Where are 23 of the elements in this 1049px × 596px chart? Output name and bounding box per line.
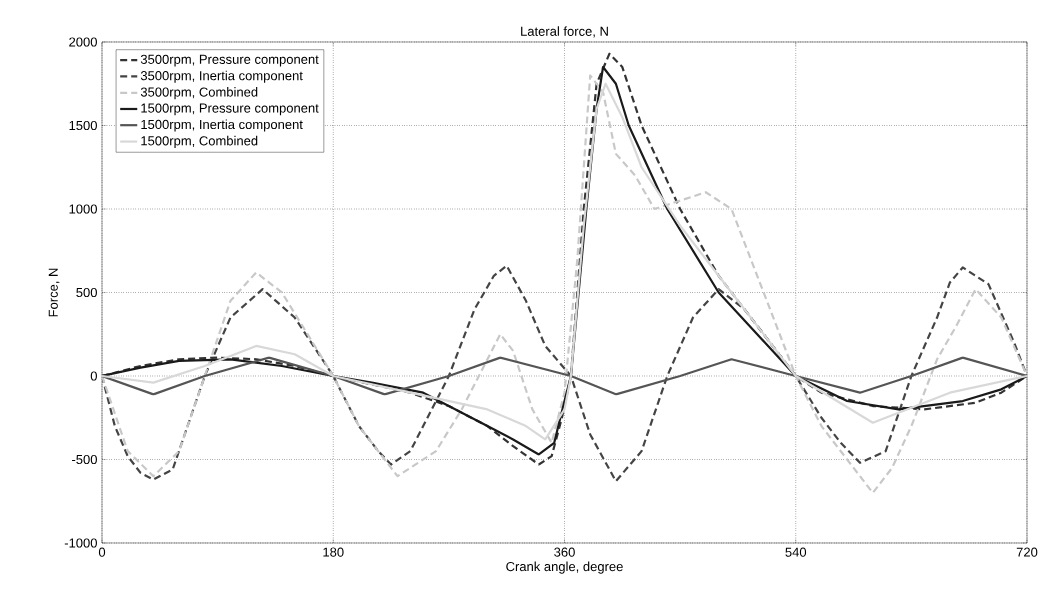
x-tick-label: 360 [554, 547, 575, 557]
line-series [102, 264, 1027, 483]
y-tick-label: 1500 [69, 120, 97, 131]
x-tick-label: 0 [98, 547, 106, 557]
y-tick-label: -1000 [64, 538, 97, 548]
legend-label: 1500rpm, Pressure component [141, 103, 319, 116]
y-axis-title: Force, N [48, 268, 60, 317]
line-series [102, 356, 1027, 396]
y-tick-label: 1000 [69, 204, 97, 214]
legend-label: 1500rpm, Inertia component [141, 119, 303, 132]
y-tick-label: 0 [90, 371, 97, 381]
legend-label: 3500rpm, Pressure component [140, 54, 319, 67]
y-tick-label: 2000 [69, 37, 97, 47]
legend-label: 3500rpm, Combined [140, 87, 258, 100]
legend-label: 3500rpm, Inertia component [140, 70, 303, 83]
x-tick-label: 180 [323, 547, 344, 557]
x-axis-title: Crank angle, degree [506, 561, 623, 574]
y-tick-label: 500 [76, 287, 97, 298]
legend-label: 1500rpm, Combined [141, 135, 258, 148]
chart-title: Lateral force, N [521, 26, 608, 38]
y-tick-label: -500 [72, 454, 97, 465]
x-tick-label: 720 [1016, 547, 1038, 557]
x-tick-label: 540 [785, 547, 807, 557]
